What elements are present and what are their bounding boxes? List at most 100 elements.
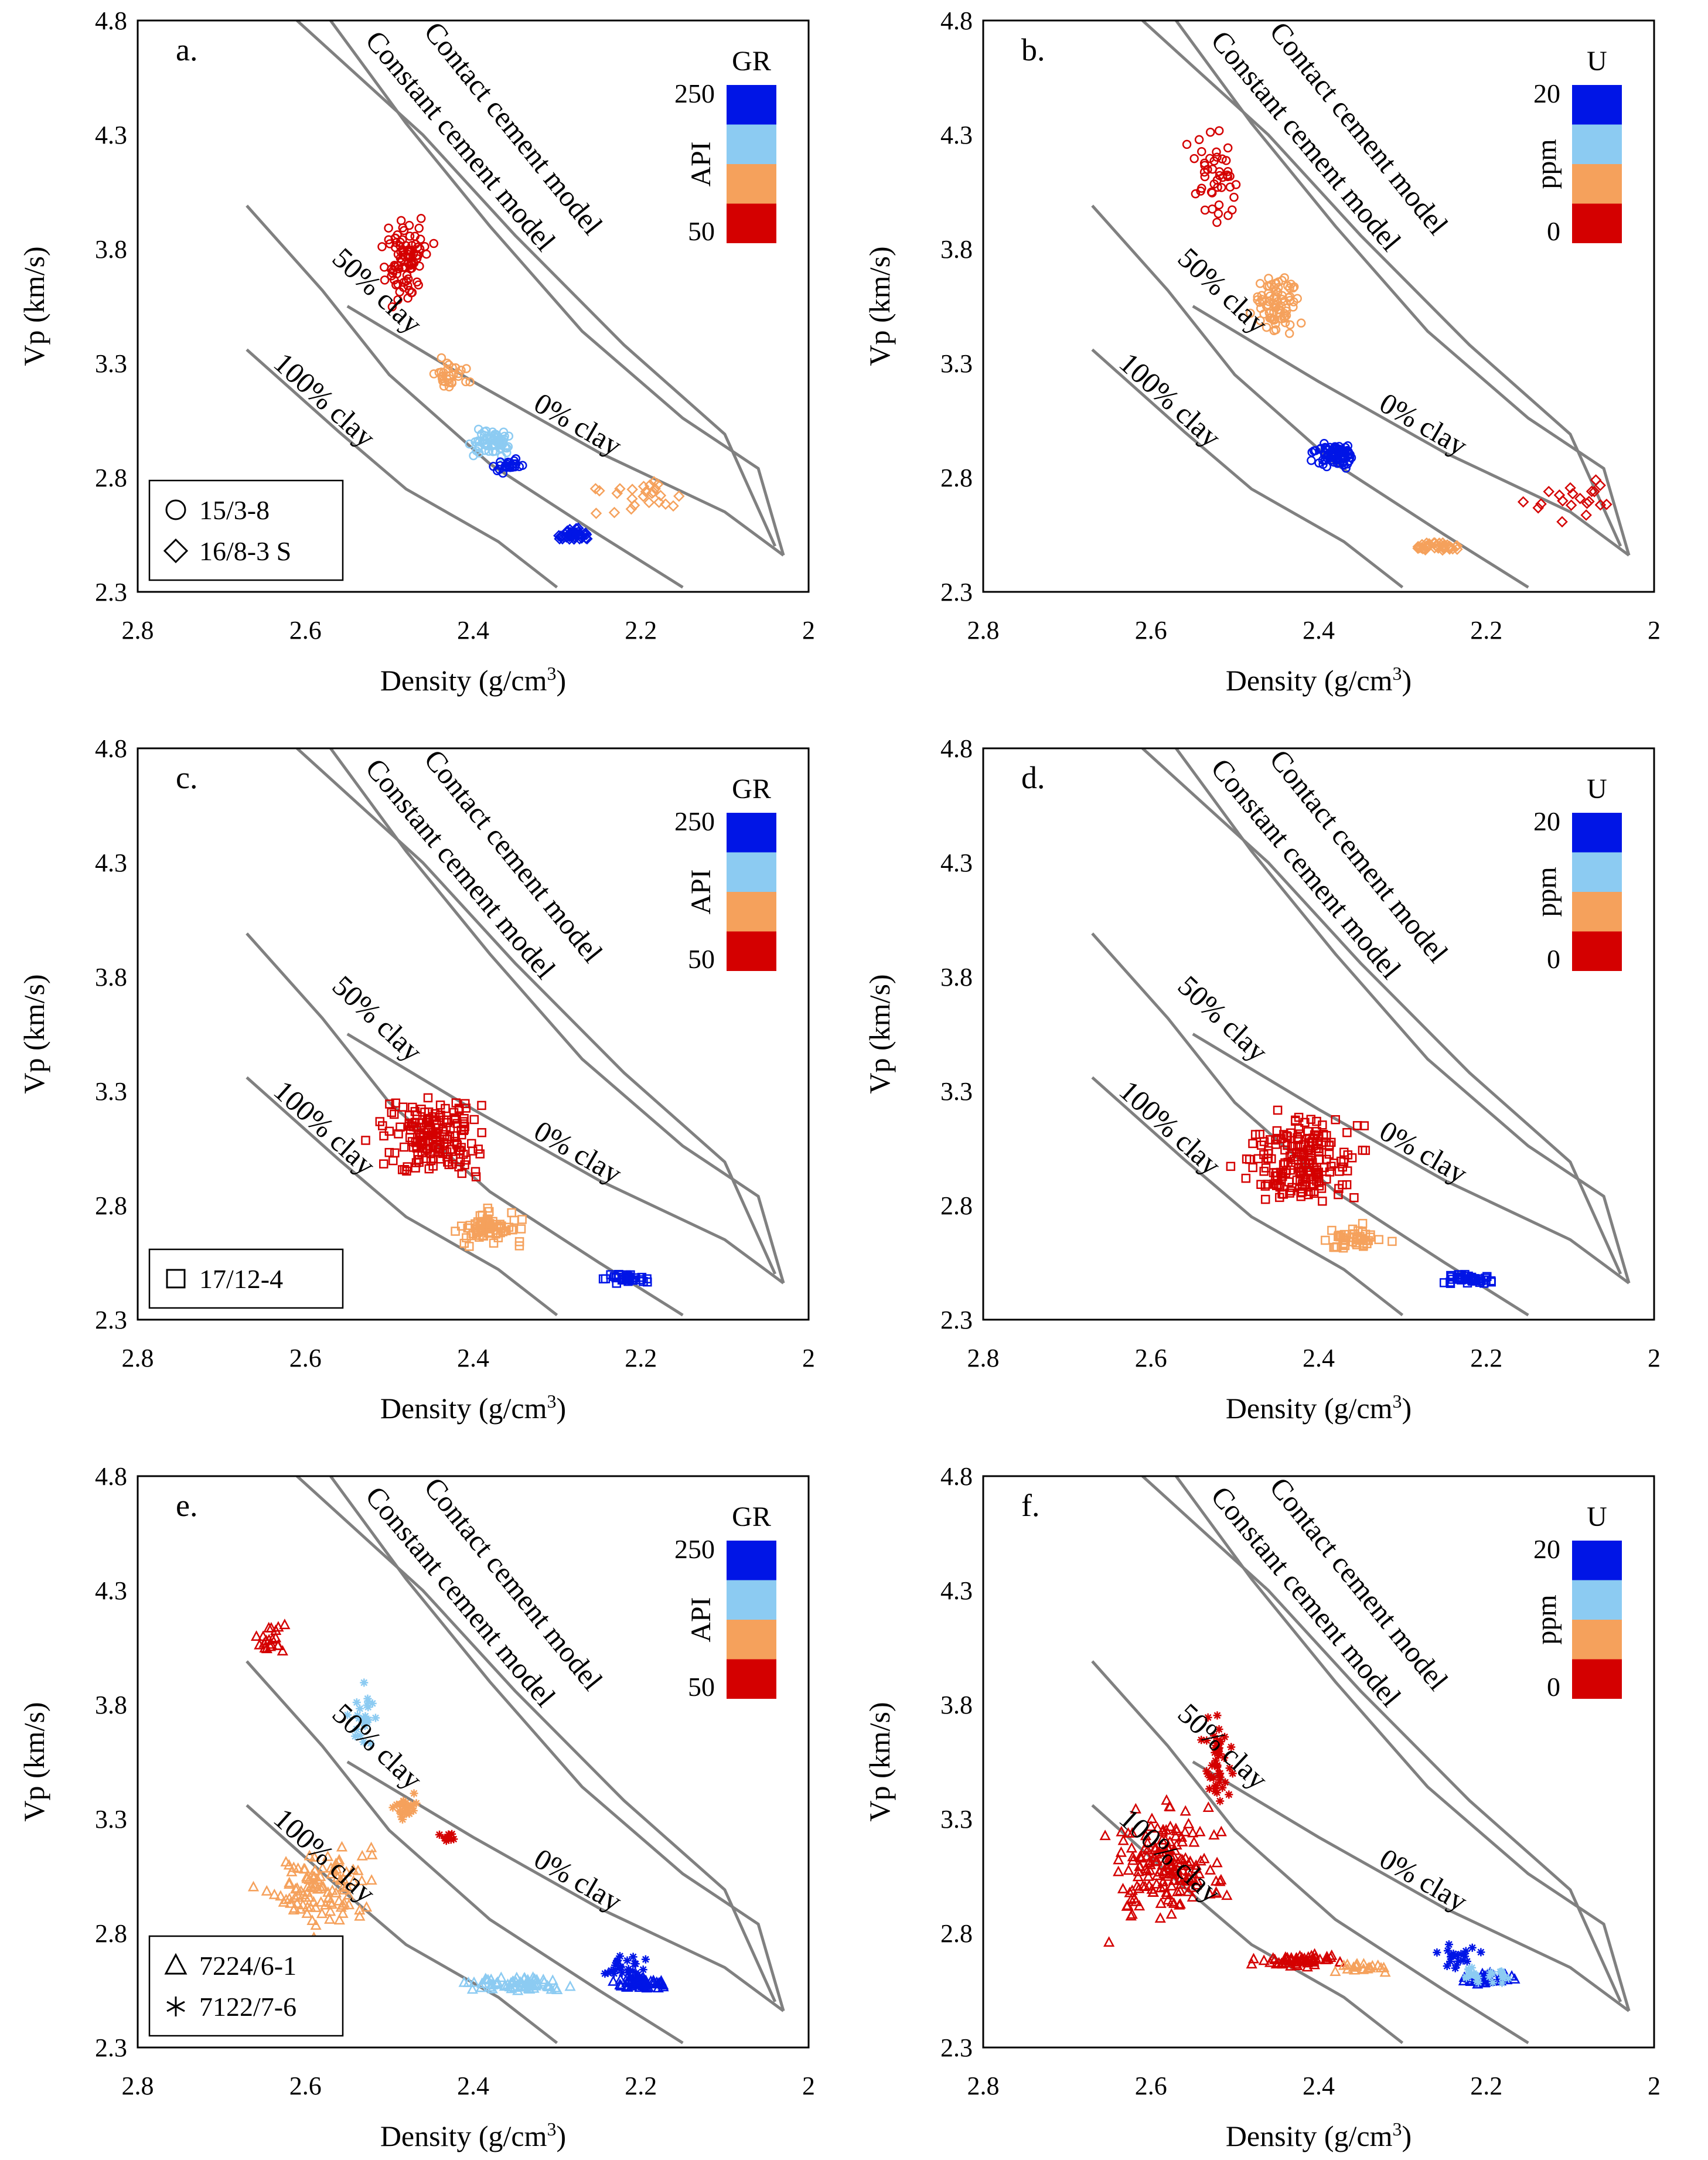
data-point-circle — [1214, 126, 1224, 135]
curve-constant-cement-model — [1175, 1476, 1631, 2012]
colorbar-gr: GR 250 50 API — [674, 774, 776, 974]
data-point-triangle — [337, 1907, 349, 1918]
data-point-diamond — [1451, 540, 1463, 552]
data-point-square — [636, 1275, 646, 1285]
x-tick-label: 2.6 — [289, 2072, 322, 2100]
well-legend: 17/12-4 — [148, 1248, 344, 1309]
data-point-square — [598, 1274, 608, 1284]
data-point-square — [509, 1215, 519, 1225]
data-point-square — [1318, 1120, 1327, 1130]
data-point-triangle — [1204, 1864, 1216, 1875]
data-point-star — [398, 1815, 407, 1824]
x-tick-label: 2.8 — [967, 1344, 1000, 1372]
data-point-square — [384, 1126, 394, 1136]
panel-letter: f. — [1021, 1488, 1039, 1523]
data-point-square — [473, 1144, 483, 1154]
y-axis-label: Vp (km/s) — [18, 1702, 50, 1821]
data-point-triangle — [1179, 1825, 1191, 1837]
data-point-triangle — [507, 1975, 519, 1986]
data-point-star — [618, 1968, 626, 1977]
data-point-square — [396, 1122, 405, 1132]
colorbar-max: 250 — [674, 79, 715, 108]
x-axis-label: Density (g/cm3) — [1226, 1391, 1412, 1425]
data-point-triangle — [323, 1891, 335, 1902]
data-point-triangle — [1134, 1860, 1146, 1871]
colorbar-min: 50 — [688, 944, 715, 974]
data-point-star — [1227, 1743, 1236, 1752]
data-point-triangle — [1190, 1862, 1202, 1873]
data-point-diamond — [660, 498, 671, 510]
data-point-square — [414, 1155, 424, 1164]
data-point-star — [1451, 1964, 1460, 1972]
data-point-circle — [396, 237, 405, 247]
data-point-star — [607, 1966, 616, 1975]
colorbar-max: 20 — [1533, 79, 1560, 108]
data-point-star — [1472, 1977, 1481, 1985]
data-point-star — [641, 1955, 650, 1964]
data-point-triangle — [1164, 1820, 1176, 1831]
data-point-triangle — [265, 1621, 277, 1633]
data-point-star — [409, 1806, 418, 1815]
x-tick-label: 2.6 — [1135, 1344, 1167, 1372]
data-point-triangle — [1158, 1868, 1170, 1879]
label-0-clay: 0% clay — [529, 386, 628, 462]
data-point-square — [1285, 1188, 1294, 1198]
data-point-square — [1315, 1155, 1324, 1164]
data-point-circle — [1197, 147, 1206, 156]
data-point-square — [612, 1273, 621, 1283]
y-tick-label: 2.8 — [940, 464, 973, 492]
colorbar-unit: ppm — [1531, 867, 1562, 917]
legend-label: 7122/7-6 — [199, 1992, 296, 2022]
x-axis-label-end: ) — [1402, 664, 1412, 697]
data-point-triangle — [476, 1977, 488, 1988]
data-point-square — [424, 1124, 433, 1134]
label-0-clay: 0% clay — [529, 1114, 628, 1190]
data-point-square — [1318, 1197, 1327, 1206]
x-tick-label: 2 — [802, 616, 815, 645]
data-point-circle — [473, 436, 483, 446]
data-point-star — [1498, 1973, 1507, 1982]
data-point-circle — [1182, 139, 1192, 149]
data-point-circle — [1274, 305, 1284, 315]
data-point-circle — [412, 277, 422, 287]
data-point-star — [1446, 1957, 1455, 1966]
data-point-triangle — [308, 1871, 319, 1882]
data-point-star — [1443, 1946, 1452, 1955]
data-point-triangle — [304, 1849, 315, 1861]
data-point-triangle — [347, 1875, 359, 1886]
data-point-square — [1361, 1229, 1371, 1239]
data-point-star — [1202, 1767, 1211, 1776]
data-point-triangle — [333, 1895, 345, 1906]
data-point-star — [1452, 1961, 1461, 1970]
data-point-triangle — [615, 1980, 627, 1991]
data-point-triangle — [1179, 1805, 1191, 1816]
data-point-triangle — [1191, 1875, 1203, 1886]
data-point-circle — [1283, 281, 1293, 291]
data-point-circle — [396, 216, 406, 226]
data-point-star — [1454, 1957, 1463, 1965]
data-point-square — [1352, 1232, 1362, 1242]
data-point-star — [1216, 1773, 1225, 1781]
data-point-triangle — [1187, 1891, 1198, 1902]
colorbar-segment — [1572, 85, 1622, 125]
data-point-triangle — [1113, 1865, 1124, 1876]
data-point-circle — [1215, 167, 1224, 176]
data-point-star — [449, 1835, 458, 1844]
data-point-triangle — [1129, 1892, 1140, 1903]
data-point-triangle — [354, 1904, 366, 1915]
data-point-diamond — [589, 483, 602, 495]
data-point-triangle — [330, 1858, 342, 1868]
data-point-star — [624, 1965, 633, 1974]
data-point-triangle — [1186, 1881, 1198, 1892]
data-point-triangle — [335, 1873, 346, 1884]
data-point-square — [403, 1162, 412, 1171]
data-point-star — [1204, 1713, 1212, 1722]
data-point-square — [417, 1118, 427, 1128]
data-point-triangle — [1130, 1803, 1141, 1814]
y-tick-label: 3.8 — [95, 963, 127, 992]
data-point-triangle — [524, 1983, 536, 1994]
data-point-diamond — [644, 479, 656, 491]
data-point-star — [1218, 1783, 1227, 1792]
data-point-circle — [395, 287, 404, 297]
data-point-triangle — [247, 1880, 260, 1892]
